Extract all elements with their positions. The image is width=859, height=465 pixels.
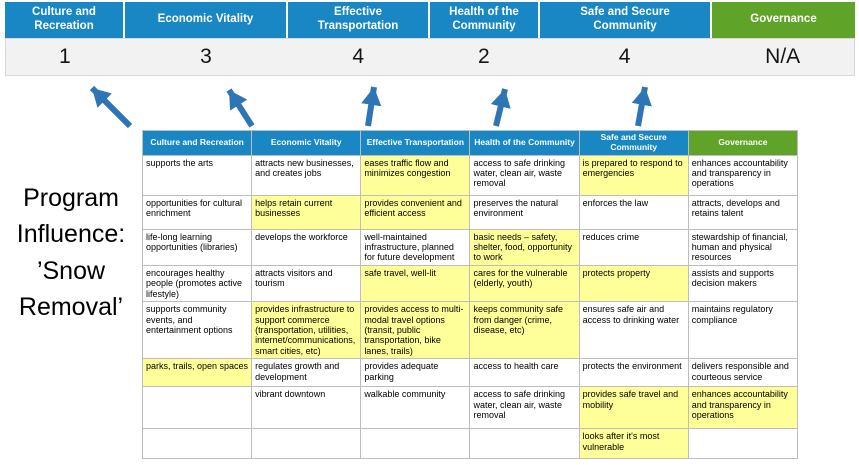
column-header-governance: Governance: [687, 130, 799, 156]
cell-r1-c6: enhances accountability and transparency…: [687, 154, 799, 196]
cell-r1-c4: access to safe drinking water, clean air…: [469, 154, 580, 196]
cell-r7-c6: enhances accountability and transparency…: [687, 386, 799, 430]
table-header-row: Culture and Recreation Economic Vitality E…: [141, 130, 799, 156]
cell-r8-c3: [360, 428, 471, 460]
score-culture-and-recreation: 1: [59, 45, 71, 68]
influence-arrow-economic: [226, 88, 255, 128]
cell-r3-c2: develops the workforce: [251, 228, 362, 266]
cell-r3-c1: life-long learning opportunities (librar…: [141, 228, 253, 266]
table-row-7: vibrant downtown walkable community access…: [141, 386, 799, 430]
score-governance: N/A: [765, 45, 801, 68]
cell-r8-c4: [469, 428, 580, 460]
influence-arrow-safe: [631, 86, 652, 127]
table-row-6: parks, trails, open spaces regulates grow…: [141, 358, 799, 388]
table-row-5: supports community events, and entertain…: [141, 301, 799, 360]
table-row-2: opportunities for cultural enrichment hel…: [141, 194, 799, 230]
cell-r3-c3: well-maintained infrastructure, planned …: [360, 228, 471, 266]
cell-r6-c6: delivers responsible and courteous servi…: [687, 358, 799, 388]
cell-r3-c6: stewardship of financial, human and phys…: [687, 228, 799, 266]
cell-r8-c6: [687, 428, 799, 460]
banner-header-safe-and-secure-community: Safe and Secure Community: [540, 2, 710, 38]
banner-header-governance: Governance: [712, 2, 855, 38]
column-header-safe-and-secure-community: Safe and Secure Community: [578, 130, 689, 156]
column-header-economic-vitality: Economic Vitality: [251, 130, 362, 156]
score-banner: Culture and Recreation Economic Vitality E…: [5, 2, 855, 76]
table-row-3: life-long learning opportunities (librar…: [141, 228, 799, 266]
cell-r6-c1: parks, trails, open spaces: [141, 358, 253, 388]
cell-r2-c1: opportunities for cultural enrichment: [141, 194, 253, 230]
cell-r5-c2: provides infrastructure to support comme…: [251, 301, 362, 360]
score-health-of-the-community: 2: [478, 45, 490, 68]
page-title: Program Influence: ’Snow Removal’: [16, 184, 126, 321]
cell-r5-c4: keeps community safe from danger (crime,…: [469, 301, 580, 360]
influence-arrow-transportation: [361, 86, 382, 127]
cell-r5-c5: ensures safe air and access to drinking …: [578, 301, 689, 360]
cell-r7-c5: provides safe travel and mobility: [578, 386, 689, 430]
cell-r5-c1: supports community events, and entertain…: [141, 301, 253, 360]
cell-r1-c5: is prepared to respond to emergencies: [578, 154, 689, 196]
cell-r1-c3: eases traffic flow and minimizes congest…: [360, 154, 471, 196]
cell-r1-c1: supports the arts: [141, 154, 253, 196]
cell-r6-c5: protects the environment: [578, 358, 689, 388]
influence-arrow-health: [490, 88, 511, 127]
column-header-health-of-the-community: Health of the Community: [469, 130, 580, 156]
column-header-effective-transportation: Effective Transportation: [360, 130, 471, 156]
cell-r6-c3: provides adequate parking: [360, 358, 471, 388]
banner-header-health-of-the-community: Health of the Community: [430, 2, 538, 38]
banner-header-effective-transportation: Effective Transportation: [288, 2, 428, 38]
cell-r2-c6: attracts, develops and retains talent: [687, 194, 799, 230]
score-arrows: [89, 85, 652, 129]
column-header-culture-and-recreation: Culture and Recreation: [141, 130, 253, 156]
table-row-4: encourages healthy people (promotes acti…: [141, 264, 799, 303]
cell-r4-c6: assists and supports decision makers: [687, 264, 799, 303]
cell-r5-c6: maintains regulatory compliance: [687, 301, 799, 360]
cell-r4-c2: attracts visitors and tourism: [251, 264, 362, 303]
cell-r4-c3: safe travel, well-lit: [360, 264, 471, 303]
banner-score-row: 1 3 4 2 4 N/A: [5, 38, 855, 76]
influence-arrow-culture: [89, 85, 133, 129]
score-economic-vitality: 3: [200, 45, 212, 68]
cell-r1-c2: attracts new businesses, and creates job…: [251, 154, 362, 196]
banner-header-row: Culture and Recreation Economic Vitality E…: [5, 2, 855, 38]
cell-r3-c5: reduces crime: [578, 228, 689, 266]
program-influence-table: Culture and Recreation Economic Vitality E…: [141, 130, 799, 460]
cell-r4-c4: cares for the vulnerable (elderly, youth…: [469, 264, 580, 303]
score-safe-and-secure-community: 4: [618, 45, 631, 68]
cell-r7-c3: walkable community: [360, 386, 471, 430]
cell-r2-c4: preserves the natural environment: [469, 194, 580, 230]
table-body: supports the arts attracts new businesses…: [141, 154, 799, 460]
cell-r2-c2: helps retain current businesses: [251, 194, 362, 230]
banner-header-economic-vitality: Economic Vitality: [125, 2, 286, 38]
cell-r8-c5: looks after it's most vulnerable: [578, 428, 689, 460]
cell-r2-c5: enforces the law: [578, 194, 689, 230]
cell-r8-c1: [141, 428, 253, 460]
cell-r3-c4: basic needs – safety, shelter, food, opp…: [469, 228, 580, 266]
cell-r7-c2: vibrant downtown: [251, 386, 362, 430]
cell-r2-c3: provides convenient and efficient access: [360, 194, 471, 230]
table-row-1: supports the arts attracts new businesses…: [141, 154, 799, 196]
cell-r5-c3: provides access to multi-modal travel op…: [360, 301, 471, 360]
cell-r6-c2: regulates growth and development: [251, 358, 362, 388]
cell-r6-c4: access to health care: [469, 358, 580, 388]
cell-r4-c1: encourages healthy people (promotes acti…: [141, 264, 253, 303]
cell-r7-c1: [141, 386, 253, 430]
cell-r4-c5: protects property: [578, 264, 689, 303]
score-effective-transportation: 4: [352, 45, 364, 68]
cell-r7-c4: access to safe drinking water, clean air…: [469, 386, 580, 430]
banner-header-culture-and-recreation: Culture and Recreation: [5, 2, 123, 38]
table-row-8: looks after it's most vulnerable: [141, 428, 799, 460]
cell-r8-c2: [251, 428, 362, 460]
